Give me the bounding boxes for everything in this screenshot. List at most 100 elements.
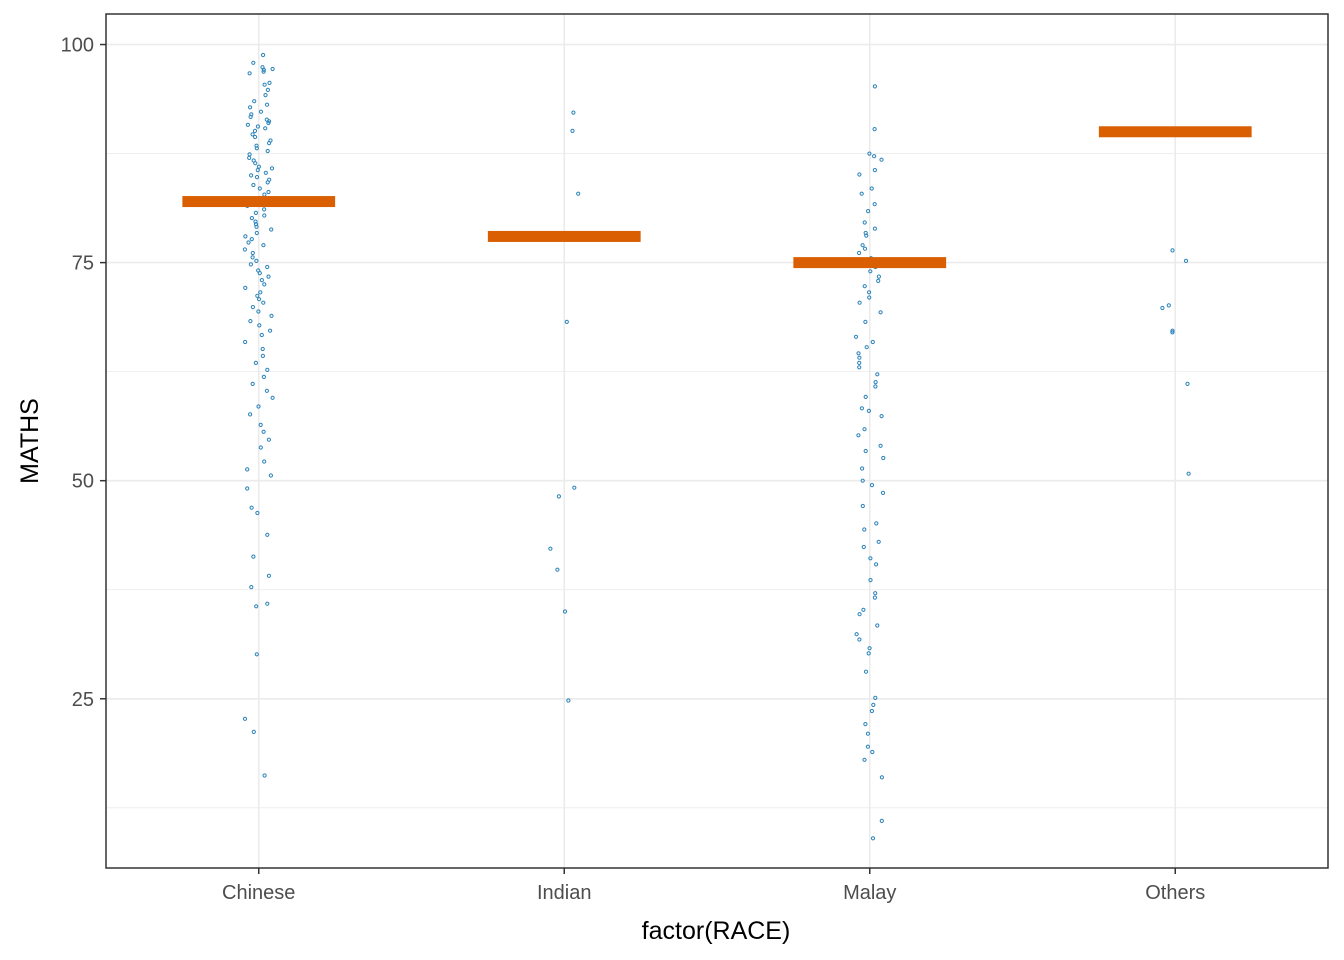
data-point [857,300,862,305]
data-point [864,345,869,350]
data-point [261,300,266,305]
data-point [257,271,262,276]
data-point [266,274,271,279]
data-point [856,351,861,356]
data-point [248,114,253,120]
data-point [254,652,259,657]
data-point [865,731,871,736]
data-point [249,585,254,590]
data-point [265,532,270,537]
data-point [264,388,269,393]
data-point [265,148,270,154]
data-point [860,466,865,471]
data-point [865,744,871,749]
data-point [254,604,259,609]
data-point [263,93,268,98]
data-point [854,632,859,637]
data-point [869,483,875,488]
data-point [267,80,272,86]
axis-layer: 25 50 75 100 Chinese Indian Malay Others [61,35,1206,904]
x-tick-label: Indian [537,882,592,904]
data-point [869,186,874,191]
data-point [259,278,264,283]
data-point [871,702,876,708]
data-point [868,556,873,561]
data-point [864,233,869,238]
data-point [248,262,253,267]
data-point [248,319,253,324]
data-point [269,313,274,318]
data-point [859,406,865,411]
data-point [266,573,271,578]
data-point [253,219,258,224]
data-point [867,290,872,295]
data-point [265,180,270,185]
data-point [1183,258,1189,263]
data-point [872,127,877,132]
data-point [872,154,877,159]
data-point [269,227,274,232]
data-point [253,210,258,215]
data-point [875,623,880,628]
data-point [556,494,562,499]
data-point [1170,330,1175,335]
data-point [254,143,259,148]
data-point [248,105,253,110]
data-point [246,240,251,245]
data-point [262,282,267,287]
data-point [264,102,270,107]
data-point [1185,381,1190,386]
grid-layer [106,14,1328,868]
y-tick-label: 25 [72,689,94,711]
data-point [873,384,878,389]
data-point [863,669,869,674]
data-point [258,290,263,295]
data-point [247,155,252,160]
data-point [872,226,878,231]
data-point [868,578,873,583]
data-point [571,110,576,115]
mean-bar [793,257,947,269]
data-point [860,243,865,248]
data-point [249,216,254,221]
mean-bar [487,230,641,242]
x-tick-label: Others [1145,882,1205,904]
data-point [862,527,867,532]
data-point [867,295,872,300]
data-point [863,394,868,399]
data-point [266,437,271,442]
data-point [262,213,267,218]
x-axis-title: factor(RACE) [642,917,791,945]
data-point [873,380,878,385]
data-point [873,591,878,596]
data-point [254,146,259,151]
data-point [242,247,247,252]
data-point [255,510,260,516]
data-point [261,429,266,434]
data-point [856,433,861,438]
data-point [260,346,265,352]
data-point [257,297,262,302]
data-point [251,554,256,559]
data-point [861,544,866,550]
data-point [878,310,883,315]
data-point [266,120,271,126]
data-point [857,637,862,642]
mean-bar [1098,126,1252,138]
data-point [254,175,260,180]
data-point [250,132,255,137]
data-point [243,285,248,290]
data-point [260,353,265,358]
data-point [245,467,250,472]
data-point [268,473,273,478]
data-point [857,612,862,617]
data-point [857,355,862,360]
data-point [868,269,873,274]
data-point [248,412,253,417]
data-point [879,414,884,419]
x-tick-label: Malay [843,882,896,904]
data-point [252,128,258,133]
data-point [862,757,867,762]
data-point [570,128,575,133]
